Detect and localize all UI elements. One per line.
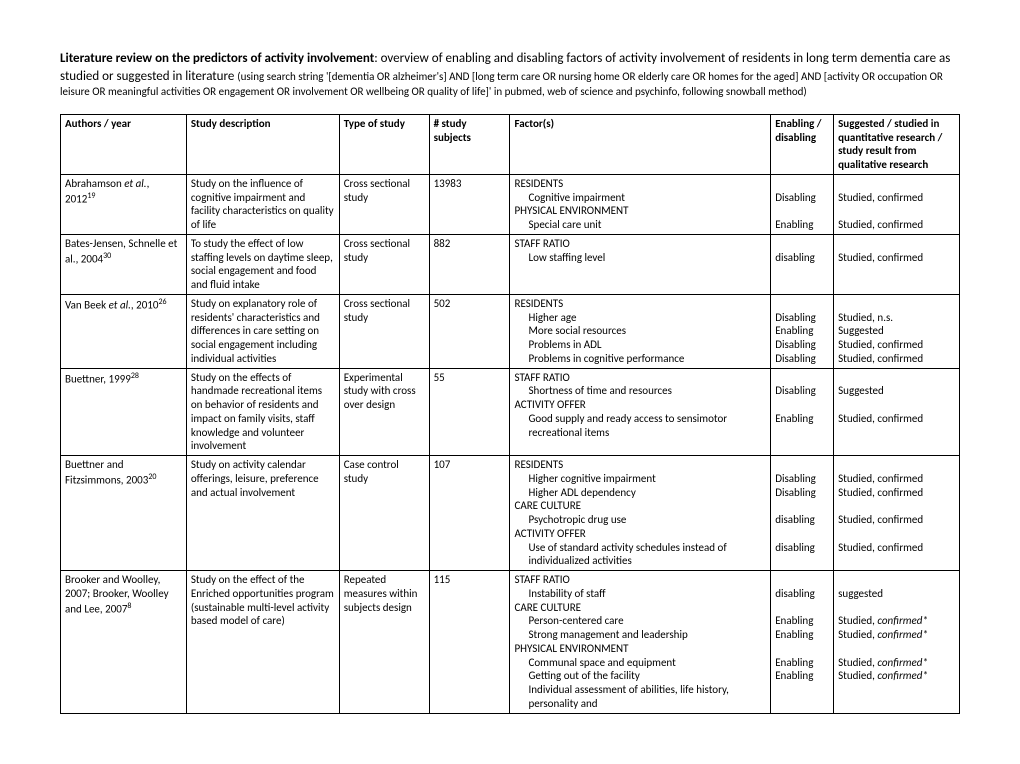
cell-suggested: Studied, confirmedStudied, confirmed Stu… [834, 456, 960, 571]
cell-authors: Bates-Jensen, Schnelle et al., 200430 [61, 234, 187, 294]
cell-suggested: Studied, n.s.SuggestedStudied, confirmed… [834, 294, 960, 368]
cell-authors: Buettner, 199928 [61, 368, 187, 456]
cell-enabling: DisablingDisabling disabling disabling [771, 456, 834, 571]
cell-enabling: disabling [771, 234, 834, 294]
cell-factors: STAFF RATIOInstability of staffCARE CULT… [510, 571, 771, 714]
cell-description: Study on the effects of handmade recreat… [186, 368, 339, 456]
cell-factors: RESIDENTSCognitive impairmentPHYSICAL EN… [510, 174, 771, 234]
table-row: Buettner and Fitzsimmons, 200320Study on… [61, 456, 960, 571]
cell-authors: Abrahamson et al., 201219 [61, 174, 187, 234]
cell-type: Cross sectional study [339, 234, 429, 294]
col-enab: Enabling / disabling [771, 114, 834, 174]
cell-type: Experimental study with cross over desig… [339, 368, 429, 456]
cell-enabling: disabling EnablingEnabling EnablingEnabl… [771, 571, 834, 714]
cell-type: Case control study [339, 456, 429, 571]
title-bold: Literature review on the predictors of a… [60, 51, 374, 66]
cell-authors: Van Beek et al., 201026 [61, 294, 187, 368]
cell-suggested: Suggested Studied, confirmed [834, 368, 960, 456]
cell-description: Study on explanatory role of residents' … [186, 294, 339, 368]
col-n: # study subjects [429, 114, 510, 174]
cell-factors: RESIDENTSHigher ageMore social resources… [510, 294, 771, 368]
cell-enabling: DisablingEnablingDisablingDisabling [771, 294, 834, 368]
col-authors: Authors / year [61, 114, 187, 174]
col-desc: Study description [186, 114, 339, 174]
table-row: Van Beek et al., 201026Study on explanat… [61, 294, 960, 368]
cell-description: To study the effect of low staffing leve… [186, 234, 339, 294]
cell-description: Study on the effect of the Enriched oppo… [186, 571, 339, 714]
cell-type: Cross sectional study [339, 174, 429, 234]
cell-n: 115 [429, 571, 510, 714]
col-type: Type of study [339, 114, 429, 174]
table-row: Bates-Jensen, Schnelle et al., 200430To … [61, 234, 960, 294]
cell-type: Cross sectional study [339, 294, 429, 368]
cell-enabling: Disabling Enabling [771, 368, 834, 456]
cell-n: 882 [429, 234, 510, 294]
cell-factors: STAFF RATIOShortness of time and resourc… [510, 368, 771, 456]
literature-table: Authors / year Study description Type of… [60, 114, 960, 714]
cell-n: 107 [429, 456, 510, 571]
cell-n: 502 [429, 294, 510, 368]
cell-authors: Brooker and Woolley, 2007; Brooker, Wool… [61, 571, 187, 714]
cell-authors: Buettner and Fitzsimmons, 200320 [61, 456, 187, 571]
table-header-row: Authors / year Study description Type of… [61, 114, 960, 174]
table-row: Brooker and Woolley, 2007; Brooker, Wool… [61, 571, 960, 714]
col-factor: Factor(s) [510, 114, 771, 174]
col-sug: Suggested / studied in quantitative rese… [834, 114, 960, 174]
cell-n: 55 [429, 368, 510, 456]
table-row: Buettner, 199928Study on the effects of … [61, 368, 960, 456]
cell-n: 13983 [429, 174, 510, 234]
cell-type: Repeated measures within subjects design [339, 571, 429, 714]
table-row: Abrahamson et al., 201219Study on the in… [61, 174, 960, 234]
cell-enabling: Disabling Enabling [771, 174, 834, 234]
document-title: Literature review on the predictors of a… [60, 50, 960, 100]
cell-suggested: Studied, confirmed Studied, confirmed [834, 174, 960, 234]
cell-description: Study on activity calendar offerings, le… [186, 456, 339, 571]
cell-factors: STAFF RATIOLow staffing level [510, 234, 771, 294]
cell-factors: RESIDENTSHigher cognitive impairmentHigh… [510, 456, 771, 571]
cell-suggested: suggested Studied, confirmed*Studied, co… [834, 571, 960, 714]
cell-suggested: Studied, confirmed [834, 234, 960, 294]
cell-description: Study on the influence of cognitive impa… [186, 174, 339, 234]
